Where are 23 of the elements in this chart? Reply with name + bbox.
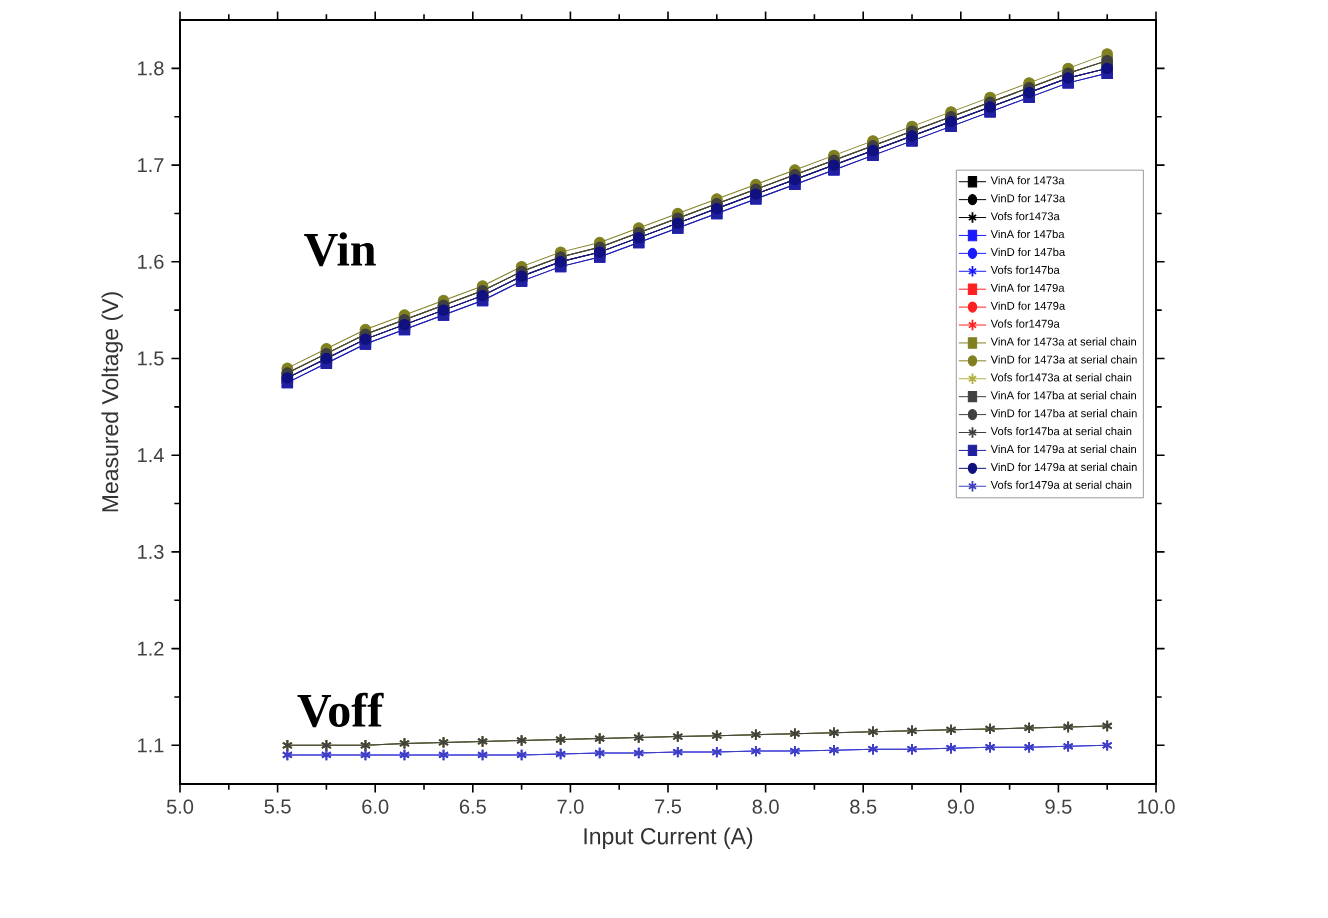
y-tick-label: 1.5 — [138, 351, 164, 366]
x-tick-label: 7.0 — [557, 799, 584, 814]
annotation: Voff — [297, 692, 384, 728]
y-axis-title: Measured Voltage (V) — [101, 292, 123, 512]
y-tick-label: 1.3 — [138, 544, 164, 559]
y-tick-label: 1.4 — [138, 448, 164, 463]
y-tick-label: 1.1 — [138, 738, 164, 753]
x-tick-label: 5.0 — [166, 799, 194, 814]
x-tick-label: 8.5 — [850, 799, 877, 814]
y-tick-label: 1.7 — [138, 158, 164, 172]
annotation: Vin — [304, 232, 376, 267]
x-tick-label: 5.5 — [264, 799, 291, 814]
y-tick-label: 1.6 — [138, 254, 164, 269]
x-tick-label: 6.0 — [362, 799, 389, 814]
x-axis-title: Input Current (A) — [584, 827, 753, 849]
x-tick-label: 6.5 — [459, 799, 486, 814]
x-tick-label: 7.5 — [655, 799, 682, 814]
x-tick-label: 10.0 — [1138, 799, 1175, 814]
y-tick-label: 1.8 — [138, 61, 164, 76]
x-tick-label: 9.0 — [947, 799, 974, 814]
y-tick-label: 1.2 — [138, 641, 164, 656]
x-tick-label: 9.5 — [1045, 799, 1072, 814]
x-tick-label: 8.0 — [752, 799, 779, 814]
